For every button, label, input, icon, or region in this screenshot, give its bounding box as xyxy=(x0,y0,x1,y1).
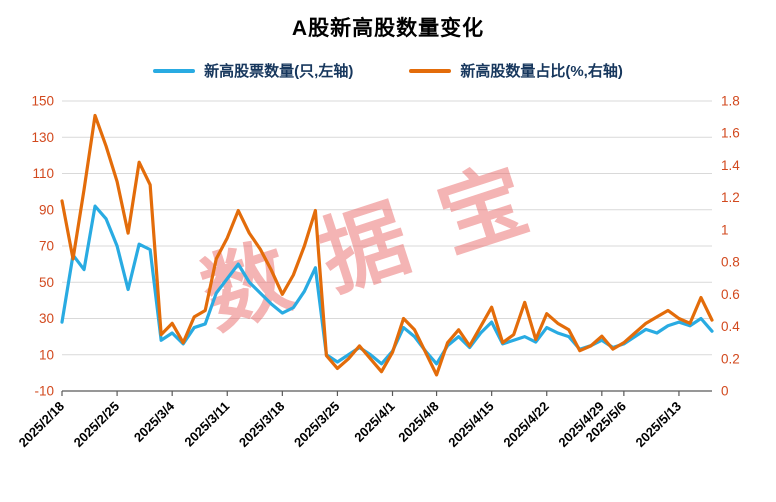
legend-swatch-ratio-series xyxy=(409,68,452,73)
x-axis-tick-label: 2025/3/4 xyxy=(131,398,178,445)
right-axis-tick-label: 1.2 xyxy=(721,190,740,205)
x-axis-tick-label: 2025/4/8 xyxy=(395,399,441,445)
legend-item-count-series: 新高股票数量(只,左轴) xyxy=(153,60,353,81)
left-axis-tick-label: 90 xyxy=(39,202,54,217)
right-axis-tick-label: 0.4 xyxy=(721,319,740,334)
left-axis-tick-label: 30 xyxy=(39,311,54,326)
legend-item-ratio-series: 新高股数量占比(%,右轴) xyxy=(409,60,623,81)
right-axis-tick-label: 1.6 xyxy=(721,126,740,141)
right-axis-tick-label: 0.6 xyxy=(721,287,740,302)
left-axis-tick-label: 10 xyxy=(39,347,54,362)
x-axis-tick-label: 2025/4/15 xyxy=(445,399,497,451)
right-axis-tick-label: 0 xyxy=(721,384,729,399)
right-axis-tick-label: 1 xyxy=(721,222,729,237)
x-axis-tick-label: 2025/3/18 xyxy=(236,399,288,451)
x-axis-tick-label: 2025/3/11 xyxy=(181,399,232,450)
left-axis-tick-label: 70 xyxy=(39,239,54,254)
right-axis-tick-label: 1.4 xyxy=(721,158,740,173)
series-line-1 xyxy=(60,113,714,377)
left-axis-tick-label: 150 xyxy=(31,94,54,109)
x-axis-tick-label: 2025/3/25 xyxy=(291,399,343,451)
legend-swatch-count-series xyxy=(153,68,196,73)
x-axis-tick-label: 2025/2/25 xyxy=(71,399,123,451)
legend-label-count-series: 新高股票数量(只,左轴) xyxy=(204,63,354,80)
x-axis-tick-label: 2025/4/22 xyxy=(500,399,552,451)
left-axis-tick-label: 110 xyxy=(32,166,54,181)
x-axis-tick-label: 2025/5/13 xyxy=(633,399,685,451)
series-line-0 xyxy=(60,204,714,366)
right-axis-tick-label: 0.8 xyxy=(721,255,740,270)
chart-title: A股新高股数量变化 xyxy=(291,17,485,40)
right-axis-tick-label: 1.8 xyxy=(721,94,740,109)
left-axis-tick-label: 130 xyxy=(31,130,54,145)
legend: 新高股票数量(只,左轴) 新高股数量占比(%,右轴) xyxy=(0,60,776,81)
x-axis-tick-label: 2025/2/18 xyxy=(16,399,68,451)
right-axis-tick-label: 0.2 xyxy=(721,351,740,366)
legend-label-ratio-series: 新高股数量占比(%,右轴) xyxy=(460,63,623,80)
x-axis-tick-label: 2025/4/1 xyxy=(351,399,397,445)
left-axis-tick-label: -10 xyxy=(34,384,54,399)
left-axis-tick-label: 50 xyxy=(39,275,54,290)
line-chart: -10 10 30 50 70 90 110 130 150 0 0.2 0.4 0.6 0.8 1 1.2 1… xyxy=(16,94,741,451)
watermark-text: 数据宝 xyxy=(191,140,574,346)
